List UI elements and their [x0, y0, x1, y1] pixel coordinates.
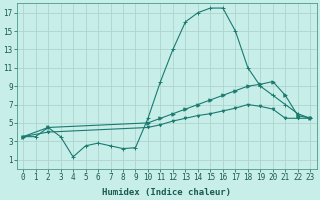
- X-axis label: Humidex (Indice chaleur): Humidex (Indice chaleur): [102, 188, 231, 197]
